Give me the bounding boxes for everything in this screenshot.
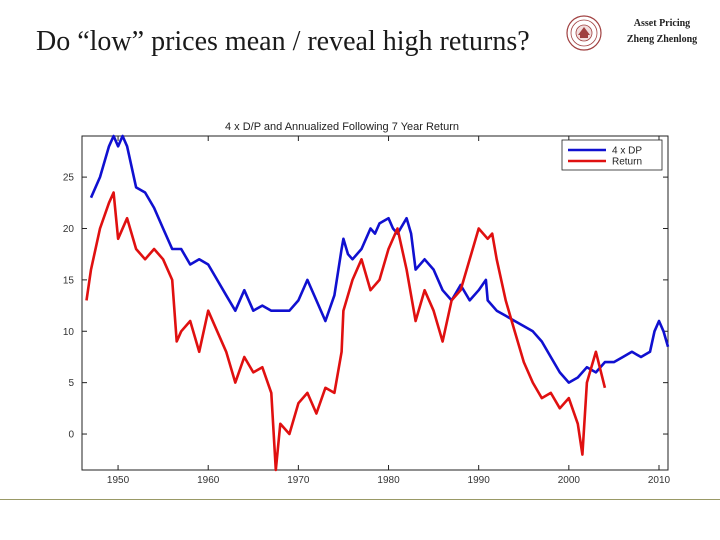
legend-label: Return (612, 157, 642, 168)
y-tick-label: 25 (63, 173, 75, 184)
course-title: Asset Pricing (633, 18, 691, 29)
legend-label: 4 x DP (612, 146, 642, 157)
university-seal-icon (566, 15, 602, 51)
y-tick-label: 15 (63, 275, 75, 286)
slide-title: Do “low” prices mean / reveal high retur… (36, 26, 530, 57)
y-tick-label: 5 (68, 378, 74, 389)
series-dp (89, 134, 670, 384)
series-layer (85, 134, 670, 472)
author-name: Zheng Zhenlong (626, 34, 698, 45)
series-line (89, 134, 670, 384)
y-tick-label: 0 (68, 430, 74, 441)
x-tick-label: 1990 (468, 475, 491, 486)
plot-frame (81, 135, 669, 471)
x-tick-label: 2000 (558, 475, 581, 486)
x-tick-label: 1950 (107, 475, 130, 486)
course-info: Asset Pricing Zheng Zhenlong (610, 16, 714, 48)
series-line (85, 191, 607, 472)
x-tick-label: 1970 (287, 475, 310, 486)
chart-axes: 1950 1960 1970 1980 1990 2000 2010 0 5 10 15 20 25 (63, 135, 671, 486)
footer-divider (0, 499, 720, 500)
dp-return-chart: 4 x D/P and Annualized Following 7 Year … (63, 121, 671, 486)
legend-box (561, 139, 663, 171)
chart-title: 4 x D/P and Annualized Following 7 Year … (225, 121, 459, 133)
y-tick-label: 10 (63, 327, 75, 338)
x-tick-label: 1980 (377, 475, 400, 486)
x-tick-label: 1960 (197, 475, 220, 486)
series-return (85, 191, 607, 472)
y-tick-label: 20 (63, 224, 75, 235)
x-tick-label: 2010 (648, 475, 671, 486)
